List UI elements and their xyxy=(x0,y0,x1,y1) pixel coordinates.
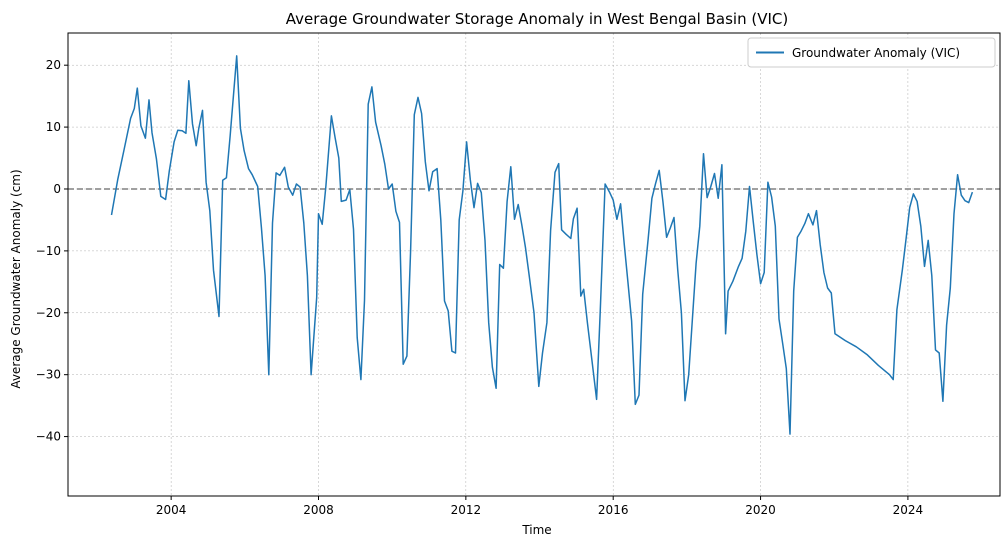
legend-label-groundwater-anomaly: Groundwater Anomaly (VIC) xyxy=(792,46,960,60)
x-axis: 2004 2008 2012 2016 2020 2024 xyxy=(156,496,923,517)
x-tick-label: 2004 xyxy=(156,503,187,517)
y-axis: −40 −30 −20 −10 0 10 20 xyxy=(36,58,68,444)
x-axis-label: Time xyxy=(521,523,551,537)
legend: Groundwater Anomaly (VIC) xyxy=(747,37,996,68)
x-tick-label: 2016 xyxy=(598,503,629,517)
y-tick-label: −40 xyxy=(36,430,61,444)
chart-title: Average Groundwater Storage Anomaly in W… xyxy=(286,10,788,28)
x-tick-label: 2024 xyxy=(893,503,924,517)
plot-frame xyxy=(67,32,1001,497)
y-tick-label: −30 xyxy=(36,368,61,382)
y-axis-label: Average Groundwater Anomaly (cm) xyxy=(9,169,23,388)
legend-box xyxy=(747,37,996,68)
series-layer xyxy=(110,55,974,435)
y-tick-label: 10 xyxy=(46,120,61,134)
x-tick-label: 2012 xyxy=(451,503,482,517)
plot-area xyxy=(67,32,1001,497)
x-tick-label: 2008 xyxy=(303,503,334,517)
series-line-0 xyxy=(110,55,974,435)
y-tick-label: −10 xyxy=(36,244,61,258)
plot-background xyxy=(68,33,1000,496)
y-tick-label: 0 xyxy=(53,182,61,196)
y-tick-label: −20 xyxy=(36,306,61,320)
y-tick-label: 20 xyxy=(46,58,61,72)
x-tick-label: 2020 xyxy=(745,503,776,517)
